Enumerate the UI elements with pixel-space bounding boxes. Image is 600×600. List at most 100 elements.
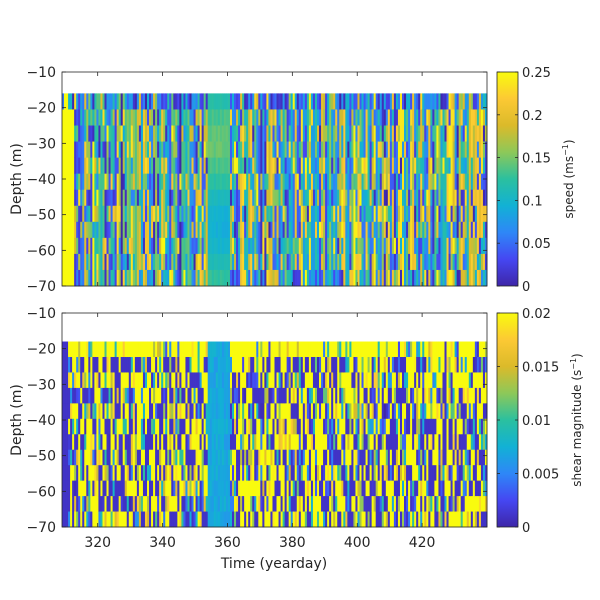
- heatmap-cell: [357, 496, 360, 512]
- heatmap-cell: [205, 434, 209, 451]
- heatmap-cell: [189, 93, 192, 110]
- heatmap-cell: [199, 403, 203, 420]
- heatmap-cell: [422, 480, 425, 497]
- heatmap-cell: [402, 253, 405, 271]
- heatmap-cell: [108, 141, 111, 158]
- heatmap-cell: [428, 269, 431, 287]
- heatmap-cell: [393, 141, 397, 158]
- heatmap-cell: [240, 403, 243, 420]
- heatmap-cell: [452, 157, 456, 175]
- heatmap-cell: [452, 205, 456, 223]
- heatmap-cell: [169, 93, 172, 110]
- heatmap-cell: [88, 465, 91, 482]
- heatmap-cell: [147, 449, 150, 466]
- heatmap-cell: [397, 253, 401, 271]
- heatmap-cell: [153, 221, 156, 239]
- heatmap-cell: [128, 125, 132, 142]
- heatmap-cell: [341, 418, 344, 435]
- heatmap-cell: [106, 511, 109, 528]
- heatmap-cell: [76, 496, 79, 512]
- heatmap-cell: [225, 93, 229, 110]
- heatmap-cell: [480, 237, 484, 255]
- heatmap-cell: [86, 109, 89, 126]
- heatmap-cell: [381, 93, 385, 110]
- heatmap-cell: [294, 253, 298, 271]
- heatmap-cell: [339, 341, 342, 358]
- heatmap-cell: [98, 403, 101, 420]
- heatmap-cell: [66, 341, 69, 358]
- heatmap-cell: [462, 253, 466, 271]
- heatmap-cell: [466, 465, 470, 482]
- heatmap-cell: [108, 237, 111, 255]
- heatmap-cell: [385, 253, 389, 271]
- heatmap-cell: [349, 418, 352, 435]
- heatmap-cell: [300, 480, 304, 497]
- heatmap-cell: [450, 205, 453, 223]
- heatmap-cell: [397, 141, 401, 158]
- heatmap-cell: [82, 480, 85, 497]
- heatmap-cell: [161, 221, 164, 239]
- y-tick-label: −70: [26, 279, 56, 295]
- heatmap-cell: [347, 221, 350, 239]
- heatmap-cell: [62, 387, 65, 404]
- heatmap-cell: [410, 341, 413, 358]
- heatmap-cell: [276, 237, 279, 255]
- heatmap-cell: [464, 173, 468, 191]
- heatmap-cell: [363, 205, 366, 223]
- heatmap-cell: [225, 418, 229, 435]
- heatmap-cell: [310, 269, 314, 287]
- heatmap-cell: [399, 418, 403, 435]
- heatmap-cell: [389, 173, 393, 191]
- heatmap-cell: [171, 496, 174, 512]
- heatmap-cell: [343, 205, 346, 223]
- heatmap-cell: [371, 93, 375, 110]
- heatmap-cell: [181, 125, 184, 142]
- heatmap-cell: [232, 269, 235, 287]
- heatmap-cell: [440, 269, 443, 287]
- heatmap-cell: [300, 125, 304, 142]
- heatmap-cell: [88, 496, 91, 512]
- heatmap-cell: [193, 189, 196, 207]
- heatmap-cell: [327, 109, 330, 126]
- heatmap-cell: [468, 237, 472, 255]
- heatmap-cell: [159, 511, 162, 528]
- heatmap-cell: [452, 173, 456, 191]
- heatmap-cell: [363, 189, 366, 207]
- heatmap-cell: [108, 449, 111, 466]
- heatmap-cell: [436, 109, 439, 126]
- heatmap-cell: [244, 480, 247, 497]
- heatmap-cell: [256, 173, 259, 191]
- heatmap-cell: [199, 93, 203, 110]
- heatmap-cell: [258, 253, 261, 271]
- heatmap-cell: [452, 269, 456, 287]
- heatmap-cell: [399, 434, 403, 451]
- heatmap-cell: [458, 141, 462, 158]
- heatmap-cell: [444, 418, 447, 435]
- heatmap-cell: [62, 418, 65, 435]
- heatmap-cell: [361, 356, 364, 373]
- heatmap-cell: [424, 496, 427, 512]
- heatmap-cell: [361, 269, 364, 287]
- heatmap-cell: [345, 269, 348, 287]
- heatmap-cell: [314, 109, 318, 126]
- heatmap-cell: [331, 109, 334, 126]
- heatmap-cell: [422, 237, 425, 255]
- heatmap-cell: [169, 157, 172, 175]
- heatmap-cell: [130, 387, 134, 404]
- heatmap-cell: [122, 434, 126, 451]
- heatmap-cell: [385, 341, 389, 358]
- heatmap-cell: [286, 189, 290, 207]
- heatmap-cell: [434, 356, 437, 373]
- heatmap-cell: [284, 434, 288, 451]
- heatmap-cell: [290, 93, 294, 110]
- heatmap-cell: [379, 237, 383, 255]
- heatmap-cell: [244, 173, 247, 191]
- heatmap-cell: [387, 449, 391, 466]
- heatmap-cell: [80, 109, 83, 126]
- heatmap-cell: [383, 173, 387, 191]
- heatmap-cell: [361, 253, 364, 271]
- heatmap-cell: [466, 221, 470, 239]
- heatmap-cell: [116, 465, 120, 482]
- heatmap-cell: [329, 237, 332, 255]
- heatmap-cell: [456, 511, 460, 528]
